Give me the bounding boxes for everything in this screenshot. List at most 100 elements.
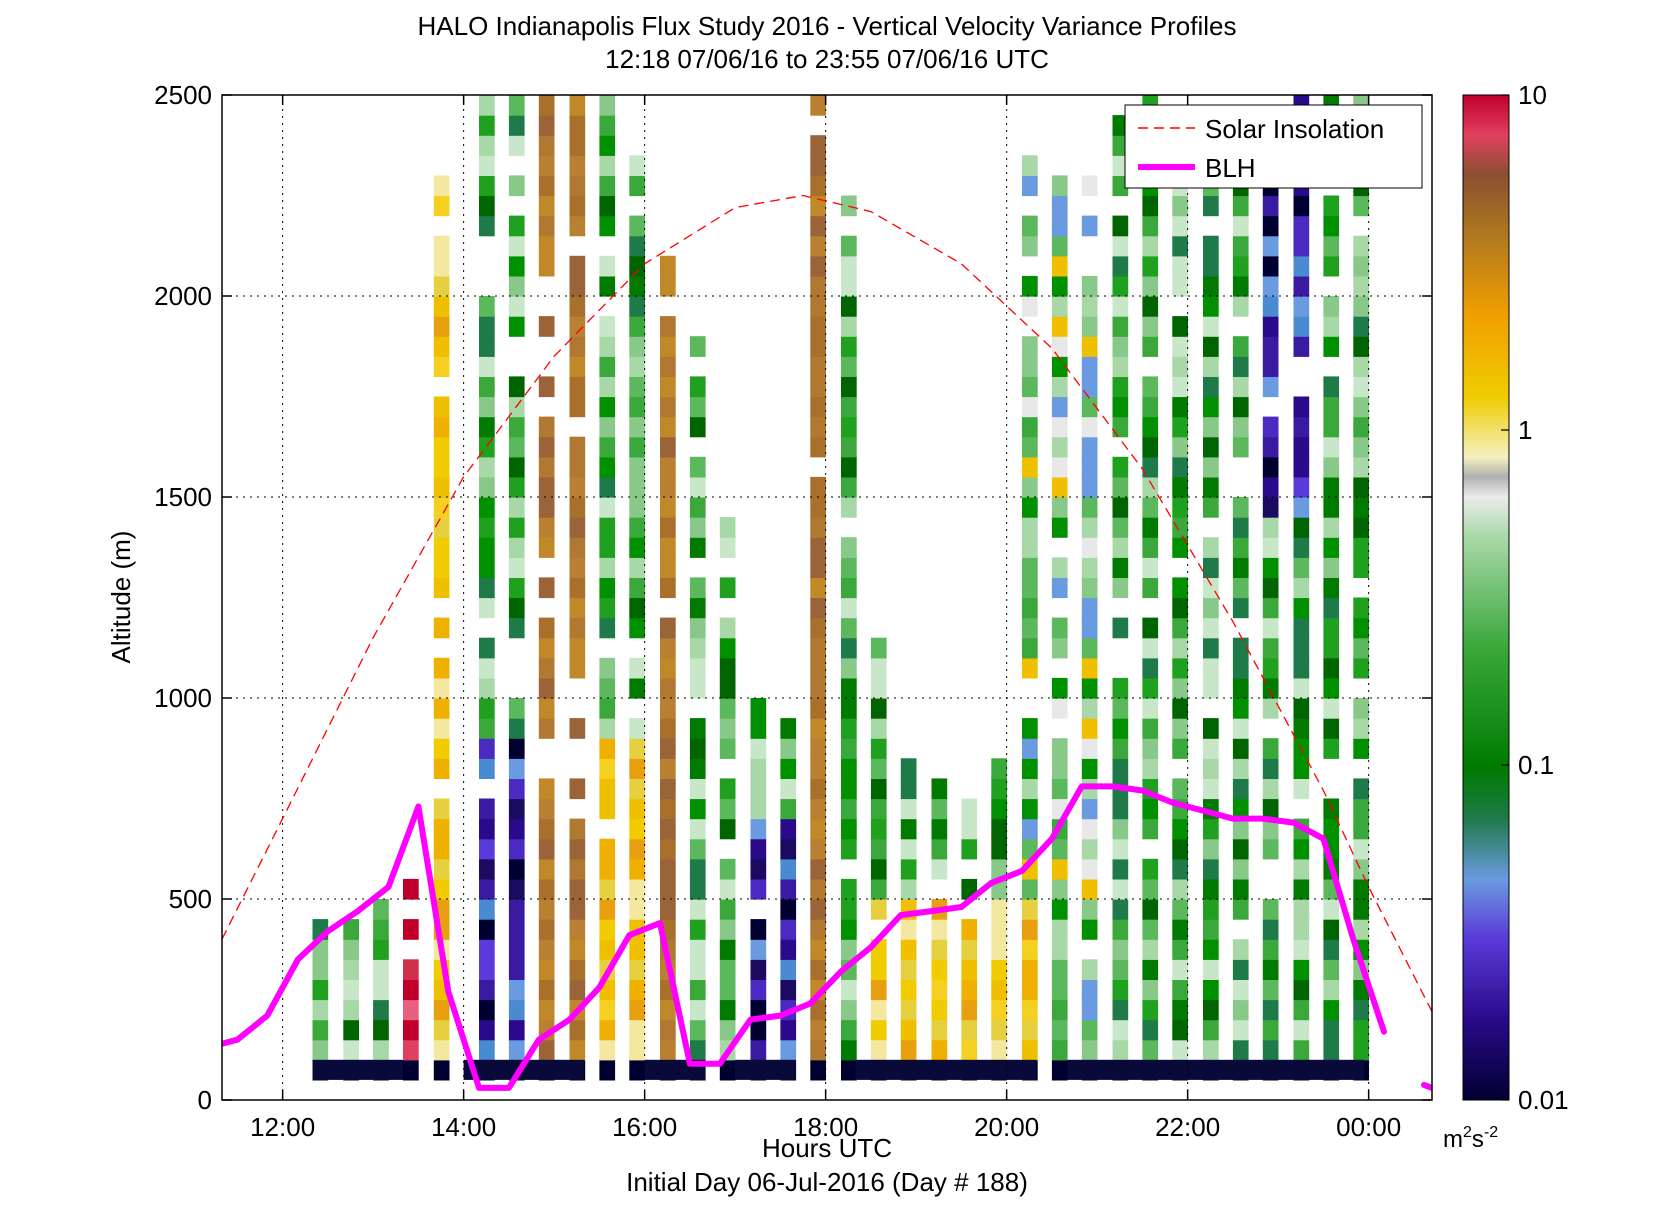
heatmap-cell — [1293, 1039, 1310, 1061]
x-tick-label: 12:00 — [250, 1112, 315, 1142]
heatmap-cell — [841, 436, 857, 458]
heatmap-cell — [1203, 396, 1219, 418]
heatmap-cell — [599, 356, 616, 377]
heatmap-cell — [750, 979, 767, 1001]
heatmap-cell — [508, 858, 525, 880]
heatmap-cell — [1081, 456, 1098, 478]
series-lines — [222, 194, 1432, 1092]
heatmap-cell — [629, 175, 645, 197]
heatmap-cell — [1172, 617, 1188, 639]
series-line-solar-insolation — [222, 194, 1432, 1012]
heatmap-cell — [870, 657, 887, 679]
heatmap-cell — [1112, 919, 1129, 940]
heatmap-cell — [750, 939, 767, 960]
heatmap-cell — [1203, 597, 1219, 619]
heatmap-cell — [1051, 899, 1068, 920]
heatmap-cell — [750, 778, 767, 800]
heatmap-cell — [508, 135, 525, 156]
heatmap-cell — [750, 738, 767, 759]
heatmap-cell — [1142, 497, 1159, 518]
heatmap-cell — [1112, 396, 1129, 418]
heatmap-cell — [1051, 698, 1068, 719]
heatmap-cell — [569, 517, 586, 538]
heatmap-cell — [538, 115, 555, 136]
heatmap-cell — [1323, 818, 1340, 840]
heatmap-cell — [479, 416, 495, 438]
heatmap-cell — [1353, 436, 1369, 458]
heatmap-cell — [508, 537, 525, 558]
heatmap-cell — [689, 818, 706, 840]
heatmap-cell — [810, 698, 826, 719]
heatmap-cell — [1293, 316, 1310, 337]
heatmap-cell — [1112, 356, 1129, 377]
heatmap-cell — [1353, 336, 1369, 357]
heatmap-cell — [1262, 577, 1279, 599]
heatmap-cell — [569, 155, 586, 176]
heatmap-cell — [1051, 376, 1068, 398]
heatmap-cell — [1203, 637, 1219, 659]
heatmap-cell — [508, 476, 525, 498]
heatmap-cell — [479, 979, 495, 1001]
heatmap-cell — [1203, 657, 1219, 679]
heatmap-cell — [569, 195, 586, 217]
heatmap-cell — [1353, 557, 1369, 578]
heatmap-cell — [1232, 336, 1249, 357]
heatmap-cell — [1232, 195, 1249, 217]
heatmap-cell — [508, 1039, 525, 1061]
heatmap-cell — [1232, 999, 1249, 1021]
heatmap-cell — [1142, 1019, 1159, 1041]
heatmap-cell — [841, 758, 857, 779]
heatmap-cell — [1051, 758, 1068, 779]
heatmap-cell — [1112, 456, 1129, 478]
heatmap-cell — [403, 979, 419, 1001]
heatmap-cell — [1142, 798, 1159, 820]
heatmap-cell — [629, 838, 645, 860]
heatmap-cell — [508, 517, 525, 538]
heatmap-cell — [780, 939, 797, 960]
heatmap-cell — [433, 436, 450, 458]
colorbar-units-sup1: 2 — [1463, 1124, 1472, 1141]
heatmap-cell — [403, 1039, 419, 1061]
heatmap-cell — [1293, 456, 1310, 478]
heatmap-cell — [841, 1059, 857, 1081]
heatmap-cell — [841, 738, 857, 759]
heatmap-cell — [1293, 959, 1310, 980]
heatmap-cell — [1293, 597, 1310, 619]
heatmap-cell — [931, 778, 948, 800]
heatmap-cell — [1022, 939, 1038, 960]
heatmap-cell — [1051, 617, 1068, 639]
heatmap-cell — [1081, 436, 1098, 458]
heatmap-cell — [569, 838, 586, 860]
heatmap-cell — [750, 858, 767, 880]
heatmap-cell — [810, 738, 826, 759]
heatmap-cell — [479, 818, 495, 840]
heatmap-cell — [433, 878, 450, 900]
heatmap-cell — [1142, 517, 1159, 538]
heatmap-cell — [1051, 175, 1068, 197]
heatmap-cell — [1262, 698, 1279, 719]
heatmap-cell — [660, 798, 676, 820]
heatmap-cell — [1051, 858, 1068, 880]
heatmap-cell — [629, 979, 645, 1001]
heatmap-cell — [1142, 456, 1159, 478]
heatmap-cell — [750, 818, 767, 840]
heatmap-cell — [508, 919, 525, 940]
heatmap-cell — [403, 919, 419, 940]
heatmap-cell — [1022, 919, 1038, 940]
heatmap-cell — [1203, 376, 1219, 398]
heatmap-cell — [1022, 336, 1038, 357]
heatmap-cell — [1232, 798, 1249, 820]
heatmap-cell — [1172, 577, 1188, 599]
heatmap-cell — [599, 517, 616, 538]
heatmap-cell — [810, 517, 826, 538]
heatmap-cell — [660, 497, 676, 518]
heatmap-cell — [1323, 617, 1340, 639]
heatmap-cell — [689, 718, 706, 739]
heatmap-cell — [810, 155, 826, 176]
heatmap-cell — [508, 416, 525, 438]
heatmap-cell — [1353, 255, 1369, 277]
heatmap-cell — [508, 1019, 525, 1041]
heatmap-cell — [1203, 778, 1219, 800]
heatmap-cell — [991, 899, 1007, 920]
heatmap-cell — [433, 356, 450, 377]
